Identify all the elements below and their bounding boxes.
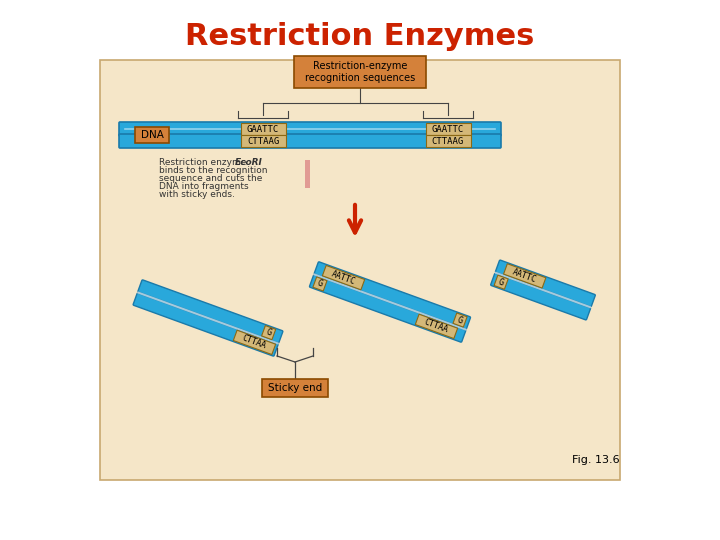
FancyBboxPatch shape (415, 314, 458, 339)
FancyBboxPatch shape (305, 160, 310, 188)
FancyBboxPatch shape (133, 293, 278, 356)
Text: with sticky ends.: with sticky ends. (159, 190, 235, 199)
Text: CTTAAG: CTTAAG (432, 137, 464, 145)
FancyBboxPatch shape (426, 135, 470, 147)
Text: CTTAA: CTTAA (423, 318, 450, 335)
FancyBboxPatch shape (135, 127, 169, 143)
FancyBboxPatch shape (294, 56, 426, 88)
Text: CTTAA: CTTAA (241, 334, 268, 351)
FancyBboxPatch shape (323, 266, 364, 290)
FancyBboxPatch shape (100, 60, 620, 480)
Text: DNA: DNA (140, 130, 163, 140)
Text: GAATTC: GAATTC (432, 125, 464, 133)
Text: binds to the recognition: binds to the recognition (159, 166, 268, 175)
Text: Fig. 13.6: Fig. 13.6 (572, 455, 620, 465)
FancyBboxPatch shape (495, 260, 595, 307)
FancyBboxPatch shape (313, 277, 327, 291)
Text: G: G (498, 277, 505, 287)
Text: GAATTC: GAATTC (247, 125, 279, 133)
FancyBboxPatch shape (315, 262, 470, 329)
FancyBboxPatch shape (426, 123, 470, 135)
FancyBboxPatch shape (491, 273, 590, 320)
FancyBboxPatch shape (453, 313, 467, 327)
Text: EcoRI: EcoRI (235, 158, 263, 167)
Text: Sticky end: Sticky end (268, 383, 322, 393)
FancyBboxPatch shape (233, 330, 276, 355)
Text: DNA into fragments: DNA into fragments (159, 182, 248, 191)
FancyBboxPatch shape (261, 326, 276, 340)
FancyBboxPatch shape (494, 275, 508, 289)
Text: Restriction-enzyme
recognition sequences: Restriction-enzyme recognition sequences (305, 61, 415, 83)
FancyBboxPatch shape (262, 379, 328, 397)
Text: Restriction Enzymes: Restriction Enzymes (185, 22, 535, 51)
FancyBboxPatch shape (503, 264, 546, 288)
Text: G: G (316, 279, 324, 289)
FancyBboxPatch shape (119, 122, 501, 136)
Text: G: G (265, 328, 273, 338)
FancyBboxPatch shape (240, 123, 286, 135)
FancyBboxPatch shape (240, 135, 286, 147)
FancyBboxPatch shape (310, 275, 466, 342)
Text: CTTAAG: CTTAAG (247, 137, 279, 145)
Text: AATTC: AATTC (511, 267, 538, 285)
Text: G: G (456, 315, 464, 325)
FancyBboxPatch shape (119, 134, 501, 148)
Text: Restriction enzyme: Restriction enzyme (159, 158, 249, 167)
FancyBboxPatch shape (138, 280, 283, 343)
Text: sequence and cuts the: sequence and cuts the (159, 174, 262, 183)
Text: AATTC: AATTC (330, 269, 357, 286)
